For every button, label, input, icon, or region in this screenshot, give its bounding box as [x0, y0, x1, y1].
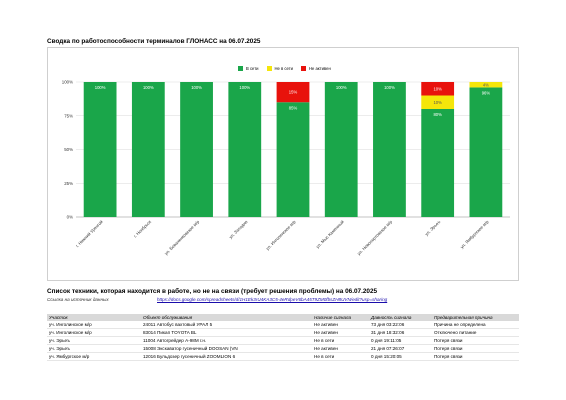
x-tick-label: ул. Ямбургское м/р	[459, 219, 490, 250]
legend-item-offline: Не в сети	[266, 66, 293, 71]
table-row: уч. Эрьеъ 15008 Экскаватор гусеничный DO…	[47, 344, 519, 354]
bar-segment-online	[373, 82, 406, 217]
data-label: 4%	[483, 82, 489, 87]
bar-segment-offline	[421, 95, 455, 109]
table-row: уч. Эрьеъ 11004 Автогрейдер А-98М г.н. Н…	[47, 336, 519, 346]
x-tick-label: ул. Инголинское м/р	[265, 219, 297, 251]
data-label: 100%	[239, 85, 250, 90]
table-cell: уч. Эрьеъ	[47, 336, 141, 346]
x-tick-label: г. Ноябрьск	[133, 219, 152, 238]
table-cell: 31 дня 18:32:06	[369, 328, 432, 338]
data-label: 100%	[143, 85, 154, 90]
y-tick-label: 25%	[64, 181, 73, 186]
table-cell: 0 дня 19:11:05	[369, 336, 432, 346]
data-label: 80%	[433, 112, 442, 117]
table-cell: уч. Инголинское м/р	[47, 321, 141, 330]
table-cell: 12016 Бульдозер гусеничный ZOOMLION 6	[141, 352, 312, 362]
data-label: 10%	[433, 100, 442, 105]
column-header-object: Объект обслуживания	[141, 314, 312, 321]
legend-swatch-offline	[266, 66, 272, 71]
table-cell: Причина не определена	[432, 321, 519, 330]
data-label: 85%	[289, 105, 298, 110]
data-label: 100%	[191, 85, 202, 90]
data-label: 100%	[95, 85, 106, 90]
legend-label-online: В сети	[246, 66, 259, 71]
table-row: уч. Инголинское м/р 83014 Пикап TOYOTA B…	[47, 328, 519, 338]
source-link-label: Ссылка на источник данных	[47, 297, 109, 302]
table-cell: 11004 Автогрейдер А-98М г.н.	[141, 336, 312, 346]
table-cell: Не в сети	[312, 336, 369, 346]
table-row: уч. Инголинское м/р 24011 Автобус вахтов…	[47, 321, 519, 330]
y-tick-label: 0%	[67, 215, 73, 220]
table-cell: Потеря связи	[432, 336, 519, 346]
data-label: 100%	[336, 85, 347, 90]
table-row: уч. Ямбургское м/р 12016 Бульдозер гусен…	[47, 352, 519, 362]
table-cell: 21 дня 07:26:07	[369, 344, 432, 354]
data-label: 15%	[289, 90, 298, 95]
legend-swatch-inactive	[300, 66, 306, 71]
bar-segment-inactive	[421, 82, 455, 96]
table-cell: уч. Инголинское м/р	[47, 328, 141, 338]
report-title: Сводка по работоспособности терминалов Г…	[47, 38, 261, 45]
table-cell: 15008 Экскаватор гусеничный DOOSAN (VN	[141, 344, 312, 354]
x-tick-label: г. Нижний Уренгой	[75, 219, 105, 249]
bar-segment-online	[421, 109, 455, 217]
bar-segment-online	[83, 82, 117, 217]
table-cell: Не в сети	[312, 352, 369, 362]
y-tick-label: 100%	[62, 80, 73, 85]
legend-swatch-online	[238, 66, 243, 71]
x-tick-label: ул. Мыс Каменный	[315, 219, 345, 249]
chart-container: 0% 25% 50% 75% 100% 100% г. Нижний Уренгой 100%…	[47, 47, 519, 281]
data-label: 10%	[433, 86, 442, 91]
x-tick-label: ул. Эрьеъ	[424, 219, 442, 237]
chart-legend: В сети Не в сети Не активен	[238, 66, 331, 71]
legend-label-offline: Не в сети	[274, 66, 293, 71]
bar-segment-online	[228, 82, 262, 217]
bar-segment-online	[180, 82, 213, 217]
bar-segment-offline	[469, 82, 503, 88]
x-tick-label: ул. Западно	[228, 219, 249, 240]
table-cell: 24011 Автобус вахтовый УРАЛ 5	[141, 321, 312, 330]
x-tick-label: ул. Бованенковское м/р	[163, 219, 200, 256]
column-header-site: Участок	[47, 314, 141, 321]
data-label: 100%	[384, 85, 395, 90]
table-header-row: Участок Объект обслуживания Наличие сигн…	[47, 314, 519, 321]
problem-equipment-table: Участок Объект обслуживания Наличие сигн…	[47, 314, 519, 362]
y-tick-label: 50%	[64, 147, 73, 152]
bar-segment-online	[276, 102, 310, 217]
table-cell: 0 дня 15:20:05	[369, 352, 432, 362]
legend-item-online: В сети	[238, 66, 259, 71]
table-cell: уч. Эрьеъ	[47, 344, 141, 354]
column-header-signal-age: Давность сигнала	[369, 314, 432, 321]
list-title: Список техники, которая находится в рабо…	[47, 288, 378, 295]
x-tick-label: ул. Новопортовское м/р	[356, 219, 393, 256]
table-cell: Потеря связи	[432, 344, 519, 354]
table-cell: 83014 Пикап TOYOTA BL	[141, 328, 312, 338]
table-cell: Потеря связи	[432, 352, 519, 362]
table-cell: Отключено питание	[432, 328, 519, 338]
column-header-reason: Предварительная причина	[432, 314, 519, 321]
table-cell: Не активен	[312, 321, 369, 330]
table-cell: Не активен	[312, 344, 369, 354]
table-cell: Не активен	[312, 328, 369, 338]
stacked-bar-chart: 0% 25% 50% 75% 100% 100% г. Нижний Уренгой 100%…	[62, 80, 510, 256]
column-header-signal: Наличие сигнала	[312, 314, 369, 321]
table-cell: уч. Ямбургское м/р	[47, 352, 141, 362]
table-cell: 73 дня 03:22:06	[369, 321, 432, 330]
source-link[interactable]: https://docs.google.com/spreadsheets/d/1…	[157, 297, 388, 302]
bar-segment-inactive	[276, 82, 310, 103]
y-tick-label: 75%	[64, 113, 73, 118]
bar-segment-online	[131, 82, 165, 217]
bar-segment-online	[469, 87, 503, 218]
legend-label-inactive: Не активен	[308, 66, 331, 71]
data-label: 96%	[482, 90, 491, 95]
bar-segment-online	[324, 82, 358, 217]
legend-item-inactive: Не активен	[300, 66, 331, 71]
